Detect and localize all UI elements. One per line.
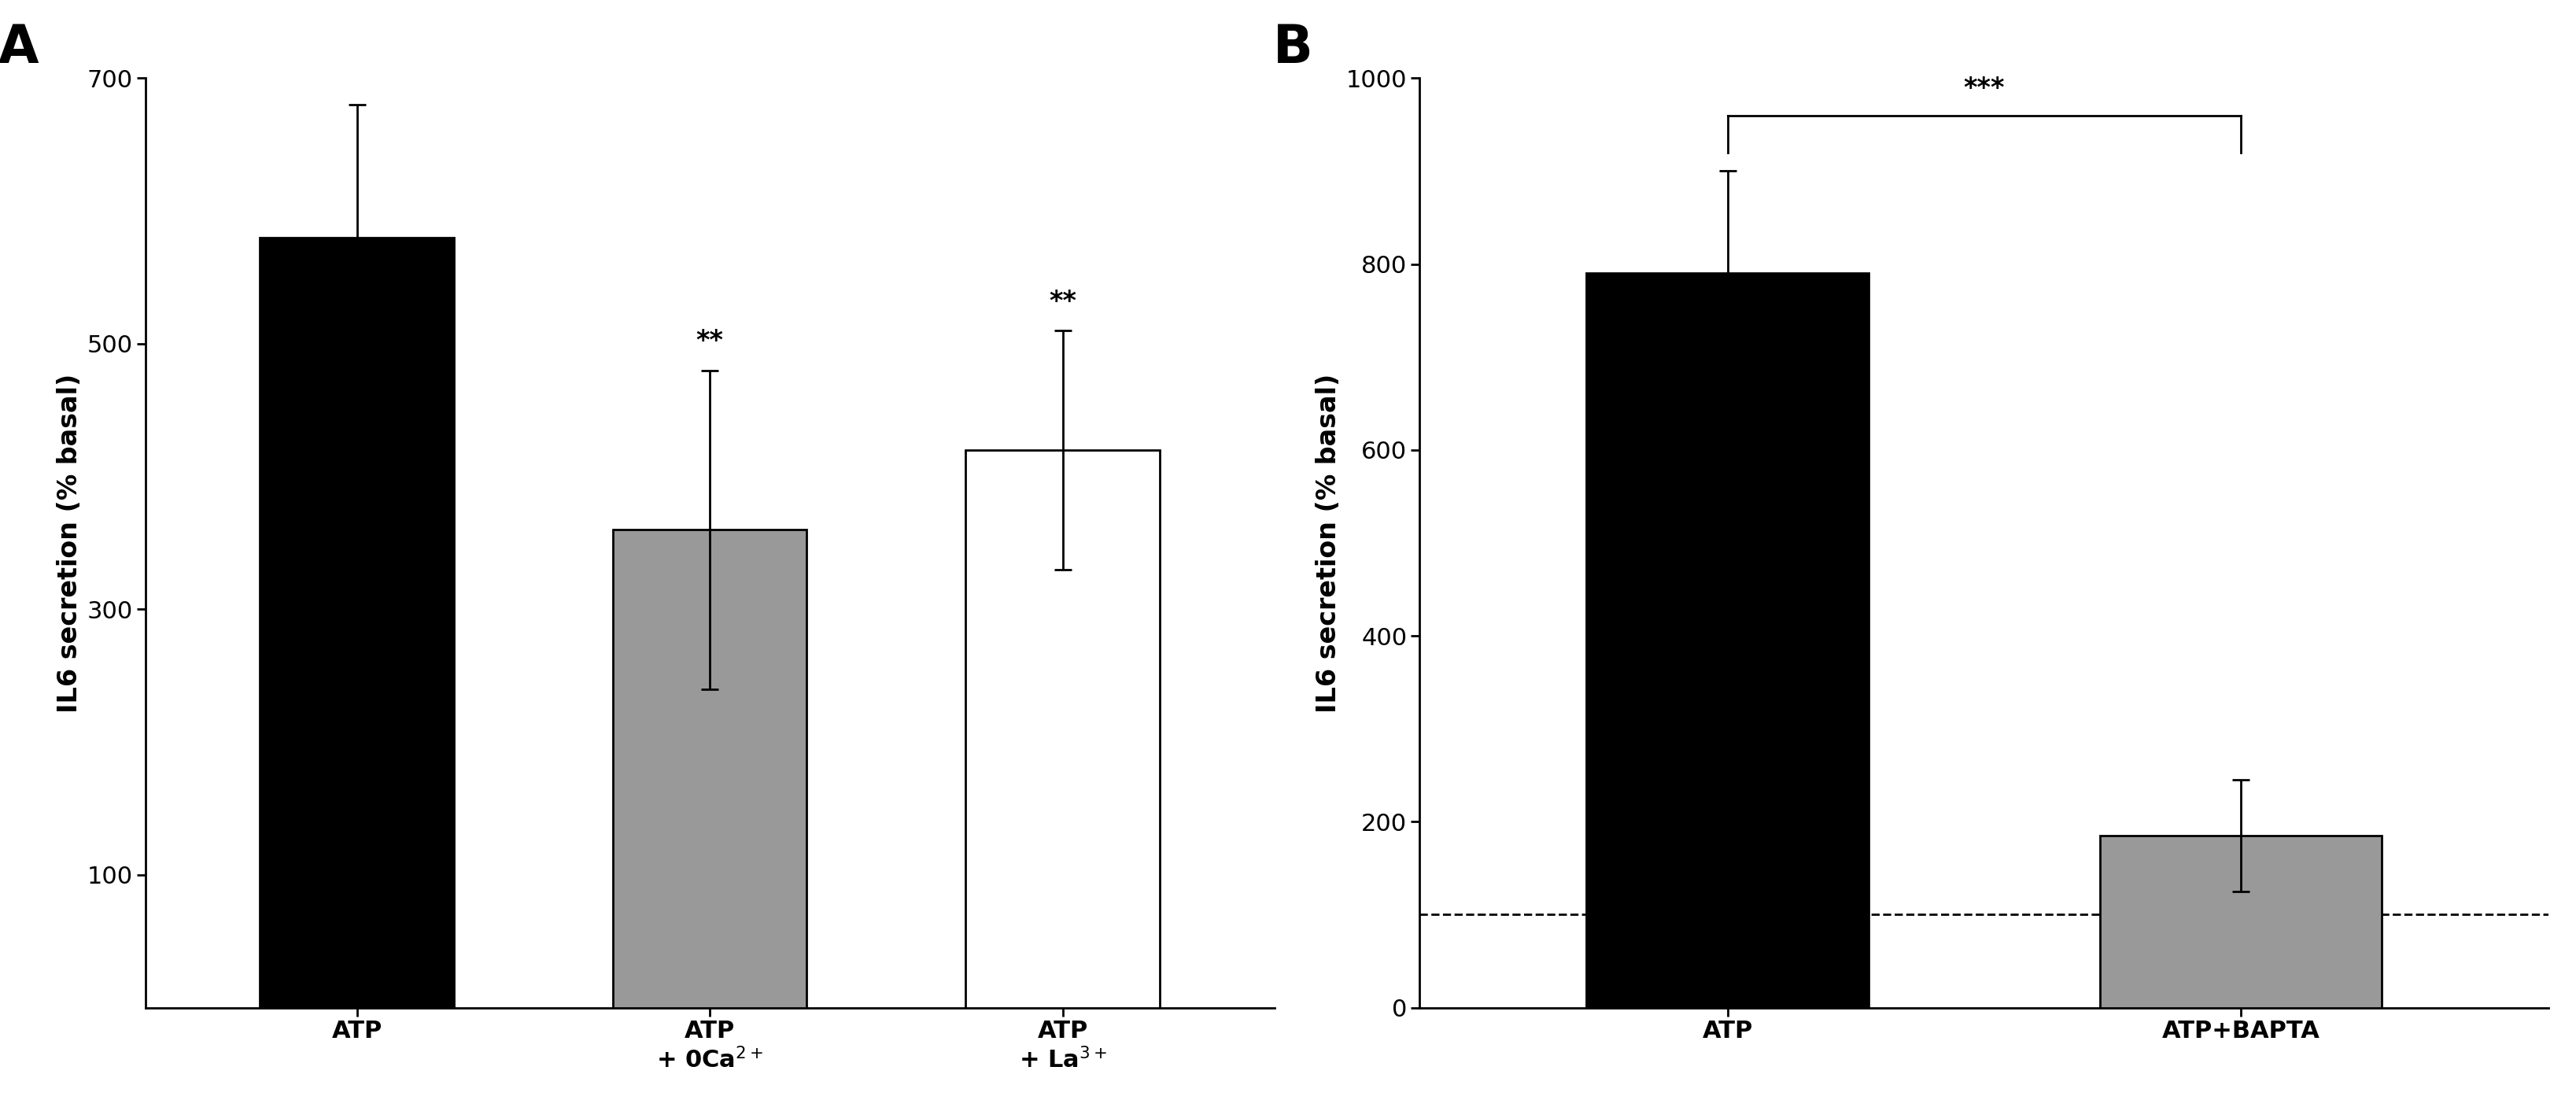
Bar (966, 450, 1159, 1008)
Text: B: B (1273, 22, 1314, 75)
Y-axis label: IL6 secretion (% basal): IL6 secretion (% basal) (57, 373, 82, 713)
Text: A: A (0, 22, 39, 75)
Bar (613, 529, 806, 1008)
Text: **: ** (696, 328, 724, 354)
Bar (2099, 836, 2383, 1008)
Text: **: ** (1048, 288, 1077, 315)
Text: ***: *** (1963, 76, 2004, 101)
Bar (260, 238, 453, 1008)
Y-axis label: IL6 secretion (% basal): IL6 secretion (% basal) (1316, 373, 1342, 713)
Bar (1587, 273, 1868, 1008)
